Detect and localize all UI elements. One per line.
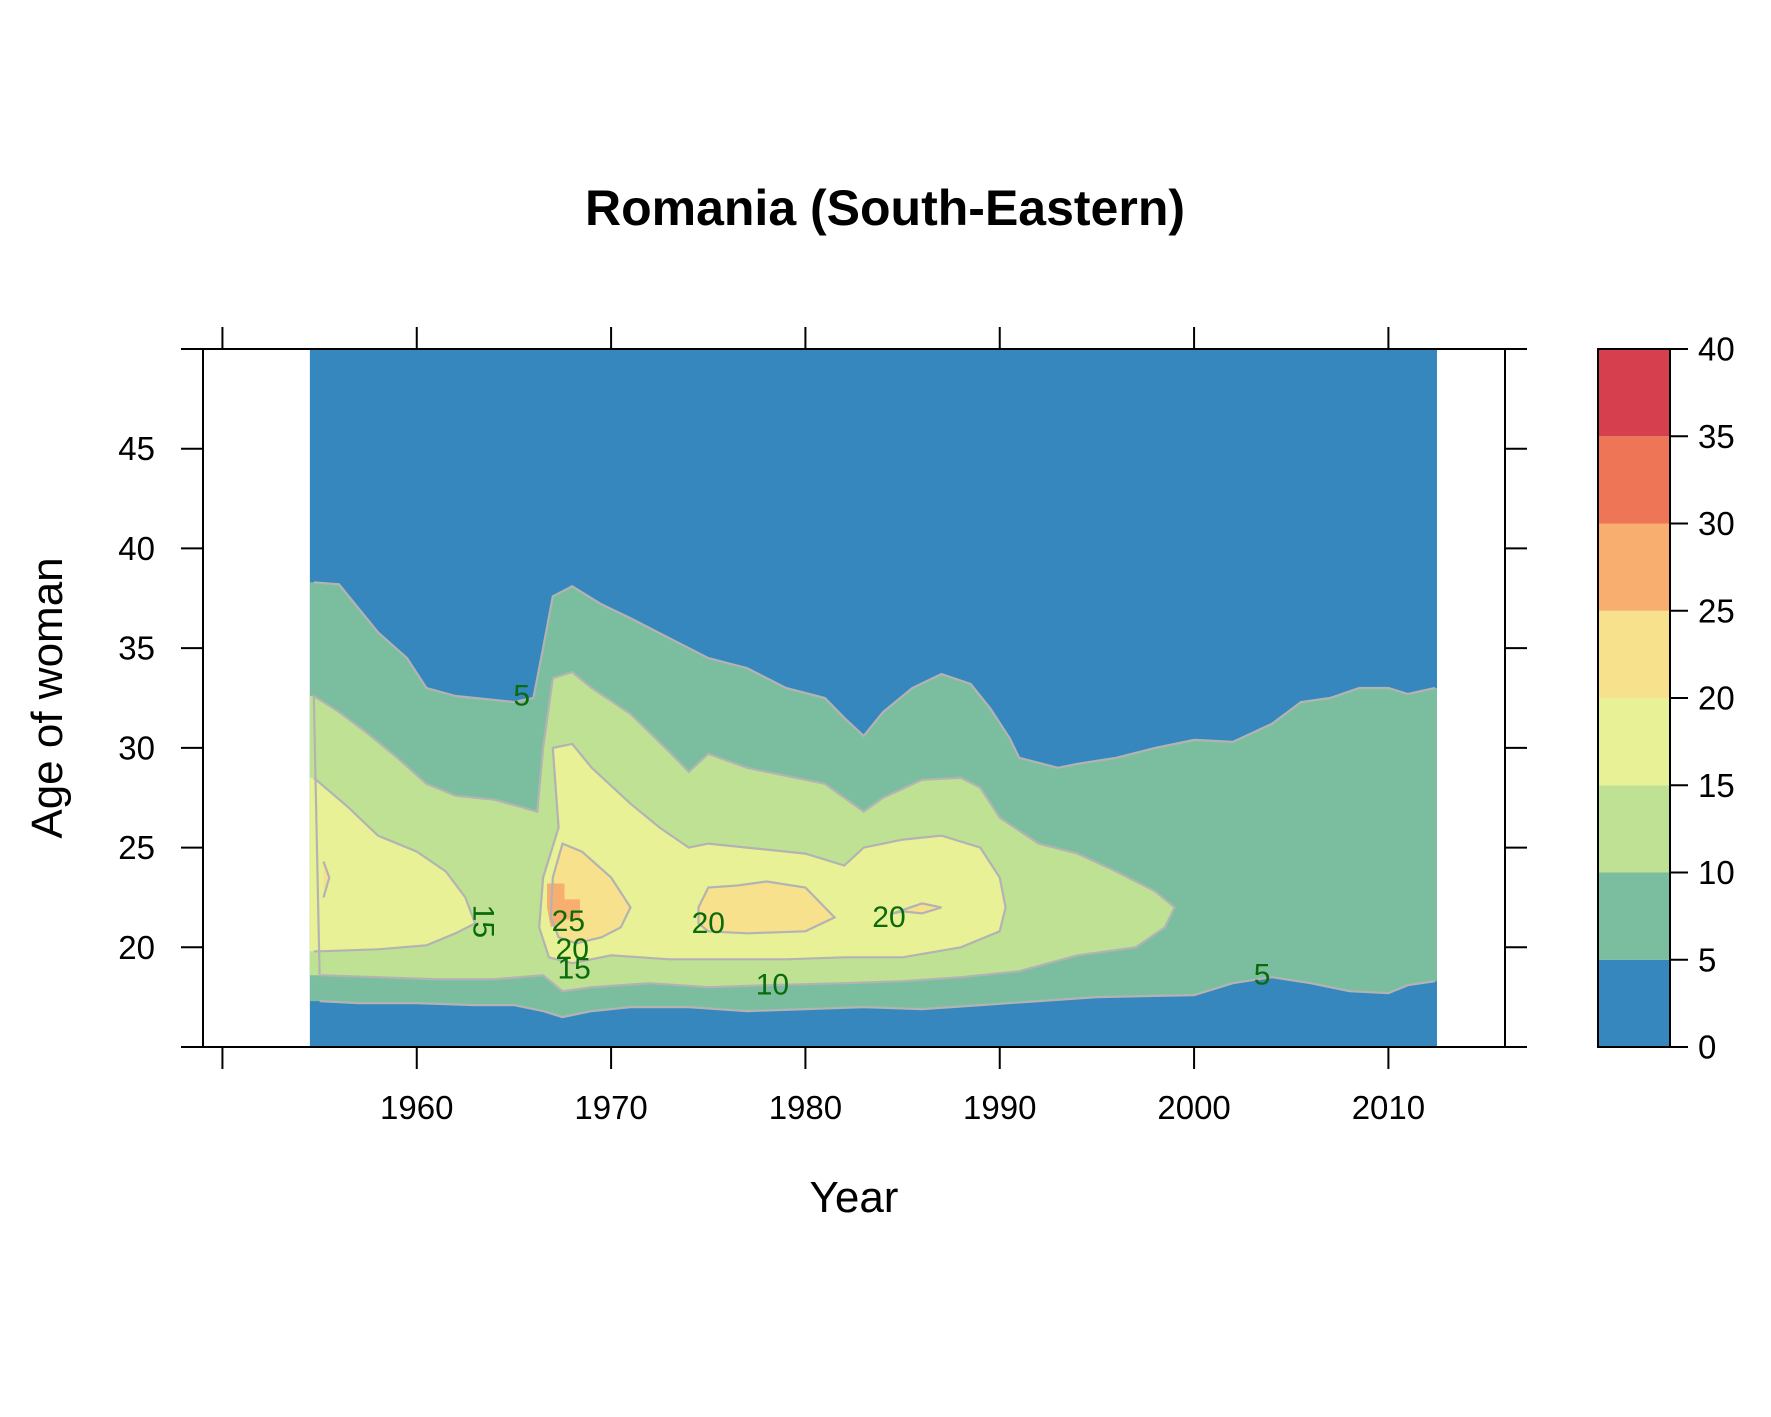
plot-frame <box>202 348 1506 1048</box>
band-20-25-4 <box>323 861 330 898</box>
colorbar-swatch-20-25 <box>1598 610 1670 698</box>
colorbar-swatch-0-5 <box>1598 959 1670 1047</box>
colorbar-swatch-15-20 <box>1598 698 1670 786</box>
contour-line-20 <box>322 861 331 898</box>
band-15-20-1 <box>309 777 476 952</box>
band-20-25-2 <box>698 881 835 934</box>
band-15-20-2 <box>539 743 1006 964</box>
x-tick-label: 1970 <box>574 1089 647 1126</box>
colorbar-swatch-35-40 <box>1598 349 1670 437</box>
contour-label: 25 <box>552 905 585 938</box>
contour-line-20 <box>697 880 837 935</box>
y-tick-label: 30 <box>118 729 155 766</box>
contour-lines <box>312 581 1436 1019</box>
x-axis: 1960 1970 1980 1990 2000 2010 <box>221 327 1425 1126</box>
colorbar-tick-label: 20 <box>1698 680 1735 717</box>
contour-line-10 <box>312 670 1176 993</box>
colorbar-tick-label: 40 <box>1698 331 1735 368</box>
contour-label: 15 <box>557 953 590 986</box>
contour-line-15 <box>538 742 1007 965</box>
contour-line-15 <box>313 776 477 953</box>
x-tick-label: 2010 <box>1352 1089 1425 1126</box>
y-tick-label: 40 <box>118 530 155 567</box>
y-tick-label: 25 <box>118 829 155 866</box>
x-tick-label: 2000 <box>1157 1089 1230 1126</box>
colorbar-tick-label: 25 <box>1698 592 1735 629</box>
x-tick-label: 1960 <box>380 1089 453 1126</box>
colorbar-swatch-5-10 <box>1598 872 1670 960</box>
y-tick-label: 20 <box>118 929 155 966</box>
level-bands <box>309 582 1437 1018</box>
colorbar-swatch-25-30 <box>1598 523 1670 611</box>
colorbar-swatch-30-35 <box>1598 436 1670 524</box>
colorbar-tick-label: 30 <box>1698 505 1735 542</box>
contour-label: 20 <box>692 907 725 940</box>
y-axis-title: Age of woman <box>23 557 72 838</box>
colorbar-swatch-10-15 <box>1598 785 1670 873</box>
contour-line-20 <box>549 842 632 945</box>
y-tick-label: 35 <box>118 630 155 667</box>
colorbar: 0 5 10 15 20 25 30 35 40 <box>1597 331 1735 1066</box>
contour-line-5 <box>319 976 1436 1019</box>
colorbar-tick-label: 10 <box>1698 854 1735 891</box>
contour-label: 5 <box>513 680 530 713</box>
colorbar-tick-label: 35 <box>1698 418 1735 455</box>
chart-title: Romania (South-Eastern) <box>585 180 1185 236</box>
colorbar-tick-label: 0 <box>1698 1029 1716 1066</box>
y-tick-label: 45 <box>118 430 155 467</box>
colorbar-tick-label: 15 <box>1698 767 1735 804</box>
x-axis-title: Year <box>810 1173 899 1222</box>
x-tick-label: 1990 <box>963 1089 1036 1126</box>
contour-line-20 <box>892 902 942 915</box>
band-25-30 <box>547 883 580 928</box>
contour-label: 10 <box>756 969 789 1002</box>
contour-label: 20 <box>872 901 905 934</box>
colorbar-tick-label: 5 <box>1698 941 1716 978</box>
contour-label: 20 <box>556 933 589 966</box>
x-tick-label: 1980 <box>769 1089 842 1126</box>
contour-label: 5 <box>1254 959 1271 992</box>
contour-label: 15 <box>466 905 499 938</box>
contour-line-5 <box>313 581 1436 769</box>
